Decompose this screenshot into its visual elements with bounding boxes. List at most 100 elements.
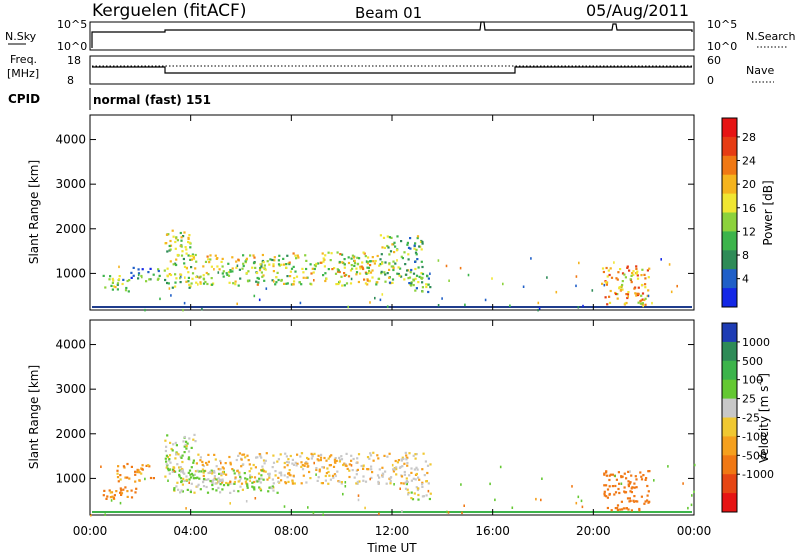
data-cell <box>174 470 177 473</box>
data-cell <box>394 262 397 265</box>
data-cell <box>196 476 199 479</box>
data-cell <box>355 461 358 464</box>
data-cell <box>329 478 332 481</box>
data-cell <box>232 489 236 492</box>
data-cell <box>253 480 256 484</box>
data-cell <box>254 266 257 269</box>
data-cell <box>370 468 373 471</box>
data-cell <box>203 477 206 481</box>
data-cell <box>264 268 267 271</box>
data-cell <box>116 476 120 479</box>
data-cell <box>286 476 289 479</box>
data-cell <box>174 240 177 244</box>
data-cell <box>176 463 179 466</box>
data-cell <box>194 440 197 443</box>
data-cell <box>364 282 367 285</box>
data-cell <box>342 463 345 467</box>
data-cell <box>183 265 187 268</box>
data-cell <box>117 465 120 468</box>
data-cell <box>112 279 115 282</box>
data-cell <box>277 480 280 483</box>
colorbar-segment <box>722 193 737 213</box>
data-cell <box>246 454 249 457</box>
data-cell <box>338 460 341 463</box>
data-cell <box>403 251 406 254</box>
data-cell <box>192 459 195 462</box>
data-cell <box>188 437 191 440</box>
data-cell <box>226 273 229 276</box>
data-cell <box>250 467 253 470</box>
data-cell <box>350 464 353 467</box>
data-cell <box>187 276 190 279</box>
data-cell <box>221 488 224 491</box>
data-cell <box>383 454 386 457</box>
data-cell <box>635 486 638 489</box>
data-cell <box>180 273 183 276</box>
data-cell <box>233 482 236 485</box>
data-cell <box>616 293 619 296</box>
data-cell <box>406 241 409 244</box>
data-cell <box>270 487 273 490</box>
y-tick-label: 3000 <box>55 382 86 396</box>
colorbar-tick-label: 28 <box>742 131 756 144</box>
data-cell <box>116 283 119 286</box>
data-cell <box>190 258 193 261</box>
data-cell <box>384 261 387 264</box>
data-cell <box>605 474 608 477</box>
data-cell <box>180 489 183 492</box>
data-cell <box>252 254 255 257</box>
data-cell <box>180 254 184 257</box>
data-cell <box>376 474 380 477</box>
data-cell <box>248 463 251 466</box>
data-cell <box>381 262 384 265</box>
data-cell <box>638 507 641 511</box>
data-cell <box>617 271 620 274</box>
data-cell <box>175 453 178 456</box>
data-cell <box>362 464 365 467</box>
data-cell <box>235 458 238 462</box>
data-cell <box>467 273 470 277</box>
nsky-series <box>91 21 693 48</box>
data-cell <box>193 491 196 494</box>
data-cell <box>509 304 511 307</box>
data-cell <box>406 464 409 467</box>
data-cell <box>371 256 374 259</box>
data-cell <box>373 262 376 265</box>
data-cell <box>241 488 244 491</box>
data-cell <box>381 466 384 469</box>
data-cell <box>309 282 312 285</box>
data-cell <box>608 273 611 277</box>
data-cell <box>362 475 365 478</box>
y-tick-label: 1000 <box>55 471 86 485</box>
data-cell <box>168 454 172 457</box>
data-cell <box>130 271 133 274</box>
data-cell <box>262 470 265 473</box>
data-cell <box>687 506 689 510</box>
data-cell <box>425 480 428 483</box>
data-cell <box>300 452 304 455</box>
data-cell <box>268 476 271 479</box>
data-cell <box>256 271 259 275</box>
data-cell <box>393 251 396 254</box>
colorbar-tick-label: 1000 <box>742 336 770 349</box>
data-cell <box>188 481 190 484</box>
data-cell <box>175 236 178 239</box>
data-cell <box>169 248 172 251</box>
data-cell <box>229 461 232 464</box>
data-cell <box>464 303 466 307</box>
data-cell <box>195 275 198 279</box>
data-cell <box>646 494 649 497</box>
data-cell <box>228 281 231 284</box>
data-cell <box>631 272 634 275</box>
data-cell <box>575 275 578 278</box>
data-cell <box>639 471 642 474</box>
data-cell <box>272 482 275 485</box>
data-cell <box>304 462 307 465</box>
data-cell <box>209 254 212 257</box>
data-cell <box>315 262 318 265</box>
data-cell <box>130 489 133 492</box>
data-cell <box>445 264 448 268</box>
freq-frame <box>89 55 695 85</box>
data-cell <box>384 280 387 283</box>
data-cell <box>618 287 621 290</box>
